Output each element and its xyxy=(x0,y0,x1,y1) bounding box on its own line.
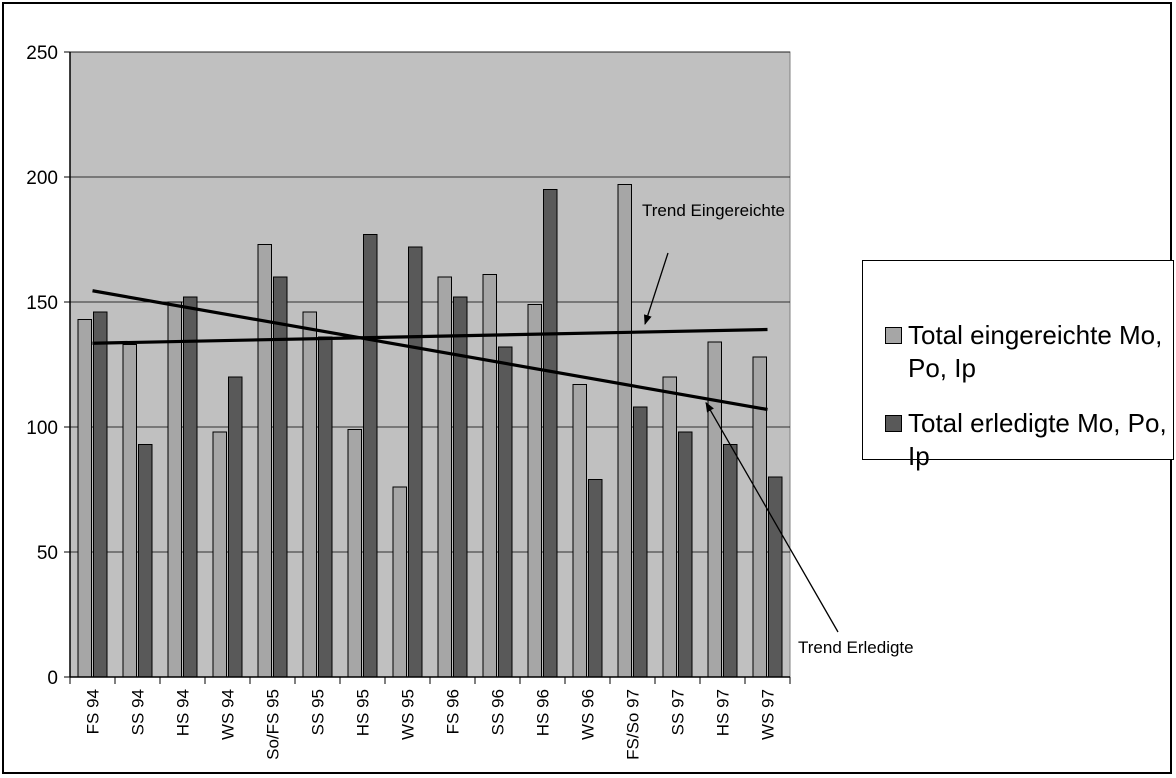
x-tick-label: HS 95 xyxy=(354,689,373,736)
y-tick-label: 250 xyxy=(26,43,58,64)
bar-erledigte xyxy=(408,246,423,678)
bar-eingereichte xyxy=(392,486,407,678)
x-tick-label: WS 94 xyxy=(219,689,238,740)
x-tick-label: HS 96 xyxy=(534,689,553,736)
bar-eingereichte xyxy=(77,319,92,678)
bar-erledigte xyxy=(678,431,693,678)
x-tick-label: SS 97 xyxy=(669,689,688,735)
bar-eingereichte xyxy=(302,311,317,678)
bar-eingereichte xyxy=(707,341,722,678)
y-tick-label: 100 xyxy=(26,418,58,439)
bar-erledigte xyxy=(318,336,333,678)
bar-eingereichte xyxy=(122,344,137,678)
trendline-eingereichte xyxy=(92,327,768,345)
trendline-erledigte xyxy=(92,289,768,412)
bar-eingereichte xyxy=(662,376,677,678)
x-tick-label: WS 95 xyxy=(399,689,418,740)
bar-erledigte xyxy=(363,234,378,678)
x-tick-label: WS 97 xyxy=(759,689,778,740)
bar-erledigte xyxy=(588,479,603,678)
legend-item-erledigte: Total erledigte Mo, Po, Ip xyxy=(885,407,1173,473)
bar-erledigte xyxy=(228,376,243,678)
y-tick-label: 0 xyxy=(47,668,58,689)
x-tick-label: So/FS 95 xyxy=(264,689,283,760)
y-tick-label: 200 xyxy=(26,168,58,189)
bar-erledigte xyxy=(723,444,738,678)
legend-item-eingereichte: Total eingereichte Mo, Po, Ip xyxy=(885,319,1173,385)
annotation-trend-erledigte: Trend Erledigte xyxy=(798,638,914,657)
bar-eingereichte xyxy=(572,384,587,678)
legend: Total eingereichte Mo, Po, Ip Total erle… xyxy=(862,260,1174,471)
bar-erledigte xyxy=(183,296,198,678)
bar-eingereichte xyxy=(167,301,182,678)
y-tick-label: 50 xyxy=(37,543,58,564)
x-tick-label: WS 96 xyxy=(579,689,598,740)
bar-eingereichte xyxy=(212,431,227,678)
y-tick-label: 150 xyxy=(26,293,58,314)
x-tick-label: SS 95 xyxy=(309,689,328,735)
bar-erledigte xyxy=(138,444,153,678)
legend-label-erledigte: Total erledigte Mo, Po, Ip xyxy=(908,408,1167,471)
legend-swatch-eingereichte xyxy=(885,327,902,344)
x-tick-label: HS 97 xyxy=(714,689,733,736)
annotation-trend-eingereichte: Trend Eingereichte xyxy=(642,201,785,220)
arrow-trend-eingereichte xyxy=(643,252,669,325)
bar-erledigte xyxy=(543,189,558,678)
bar-erledigte xyxy=(273,276,288,678)
bar-erledigte xyxy=(768,476,783,678)
legend-swatch-erledigte xyxy=(885,415,902,432)
bar-erledigte xyxy=(93,311,108,678)
bar-erledigte xyxy=(633,406,648,678)
x-tick-label: FS 94 xyxy=(84,689,103,734)
x-tick-label: HS 94 xyxy=(174,689,193,736)
bar-eingereichte xyxy=(752,356,767,678)
legend-label-eingereichte: Total eingereichte Mo, Po, Ip xyxy=(908,320,1163,383)
bar-eingereichte xyxy=(257,244,272,678)
bar-eingereichte xyxy=(347,429,362,678)
bar-eingereichte xyxy=(527,304,542,678)
x-tick-label: FS 96 xyxy=(444,689,463,734)
x-tick-label: SS 94 xyxy=(129,689,148,735)
arrow-trend-erledigte xyxy=(705,401,839,633)
x-tick-label: FS/So 97 xyxy=(624,689,643,760)
x-tick-label: SS 96 xyxy=(489,689,508,735)
bar-eingereichte xyxy=(617,184,632,678)
bar-erledigte xyxy=(498,346,513,678)
